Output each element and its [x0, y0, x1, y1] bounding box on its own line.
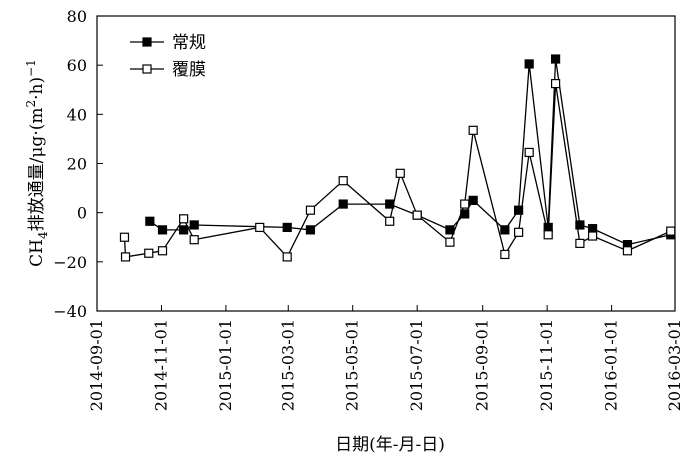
data-point — [575, 220, 585, 230]
y-axis: −40 −20 0 20 40 60 80 — [53, 7, 103, 321]
data-point — [189, 220, 199, 230]
y-tick-label: 0 — [77, 204, 87, 223]
y-tick-label: 60 — [67, 56, 87, 75]
legend-label: 常规 — [172, 33, 206, 53]
x-tick-label: 2016-03-01 — [665, 319, 684, 411]
x-tick-label: 2016-01-01 — [602, 319, 621, 411]
data-point — [305, 205, 316, 215]
y-axis-title-rest: 排放通量/μg·(m — [27, 108, 47, 232]
data-point — [120, 252, 131, 262]
y-axis-title-main: CH — [27, 239, 47, 267]
y-tick-label: −20 — [53, 253, 87, 272]
x-tick-label: 2015-03-01 — [278, 319, 297, 411]
data-point — [282, 252, 292, 262]
legend-marker — [142, 37, 152, 47]
data-point — [587, 231, 598, 241]
data-point — [550, 79, 561, 89]
legend-marker — [142, 64, 152, 74]
x-axis-title: 日期(年-月-日) — [335, 435, 445, 455]
data-point — [412, 210, 422, 220]
data-point — [179, 214, 189, 224]
legend-item: 覆膜 — [130, 60, 206, 80]
data-point — [468, 125, 478, 135]
x-tick-label: 2015-05-01 — [343, 319, 362, 411]
y-tick-label: −40 — [53, 302, 87, 321]
data-point — [144, 248, 154, 258]
data-point — [255, 222, 265, 233]
series-conventional — [145, 54, 676, 250]
data-point — [157, 225, 168, 235]
y-axis-title-sup: 2 — [24, 100, 38, 108]
data-point — [338, 199, 348, 209]
x-tick-label: 2015-07-01 — [407, 319, 426, 411]
data-point — [395, 168, 405, 178]
data-point — [145, 216, 155, 226]
data-point — [524, 147, 534, 158]
data-point — [157, 246, 168, 256]
data-point — [282, 222, 292, 233]
data-point — [500, 249, 510, 260]
y-tick-label: 20 — [67, 155, 87, 174]
data-point — [575, 238, 585, 248]
data-point — [550, 54, 561, 64]
y-tick-label: 40 — [67, 105, 87, 124]
data-point — [468, 195, 478, 205]
data-point — [622, 246, 633, 256]
data-point — [119, 232, 130, 242]
legend-item: 常规 — [130, 33, 206, 53]
x-tick-label: 2015-01-01 — [216, 319, 235, 411]
data-point — [500, 225, 510, 235]
data-point — [338, 176, 348, 186]
x-tick-label: 2015-09-01 — [473, 319, 492, 411]
data-point — [666, 226, 676, 236]
data-point — [514, 227, 524, 237]
x-axis: 2014-09-01 2014-11-01 2015-01-01 2015-03-01… — [87, 305, 684, 411]
y-axis-title: CH4排放通量/μg·(m2·h)−1 — [24, 59, 50, 267]
y-axis-title-sup2: −1 — [24, 59, 38, 77]
series-layer — [119, 54, 676, 262]
x-tick-label: 2015-11-01 — [537, 319, 556, 411]
data-point — [305, 225, 316, 235]
data-point — [514, 205, 524, 215]
x-tick-label: 2014-11-01 — [151, 319, 170, 411]
series-line — [149, 58, 671, 246]
x-tick-label: 2014-09-01 — [87, 319, 106, 411]
y-axis-title-end: ·h) — [27, 77, 47, 100]
data-point — [189, 235, 199, 245]
y-tick-label: 80 — [67, 7, 87, 26]
data-point — [385, 216, 395, 226]
legend-label: 覆膜 — [172, 60, 206, 80]
series-mulched — [119, 79, 676, 262]
data-point — [445, 225, 455, 235]
data-point — [543, 230, 553, 240]
y-axis-title-sub: 4 — [36, 231, 50, 239]
data-point — [460, 199, 470, 209]
data-point — [179, 225, 189, 235]
data-point — [524, 59, 534, 69]
data-point — [445, 237, 455, 247]
